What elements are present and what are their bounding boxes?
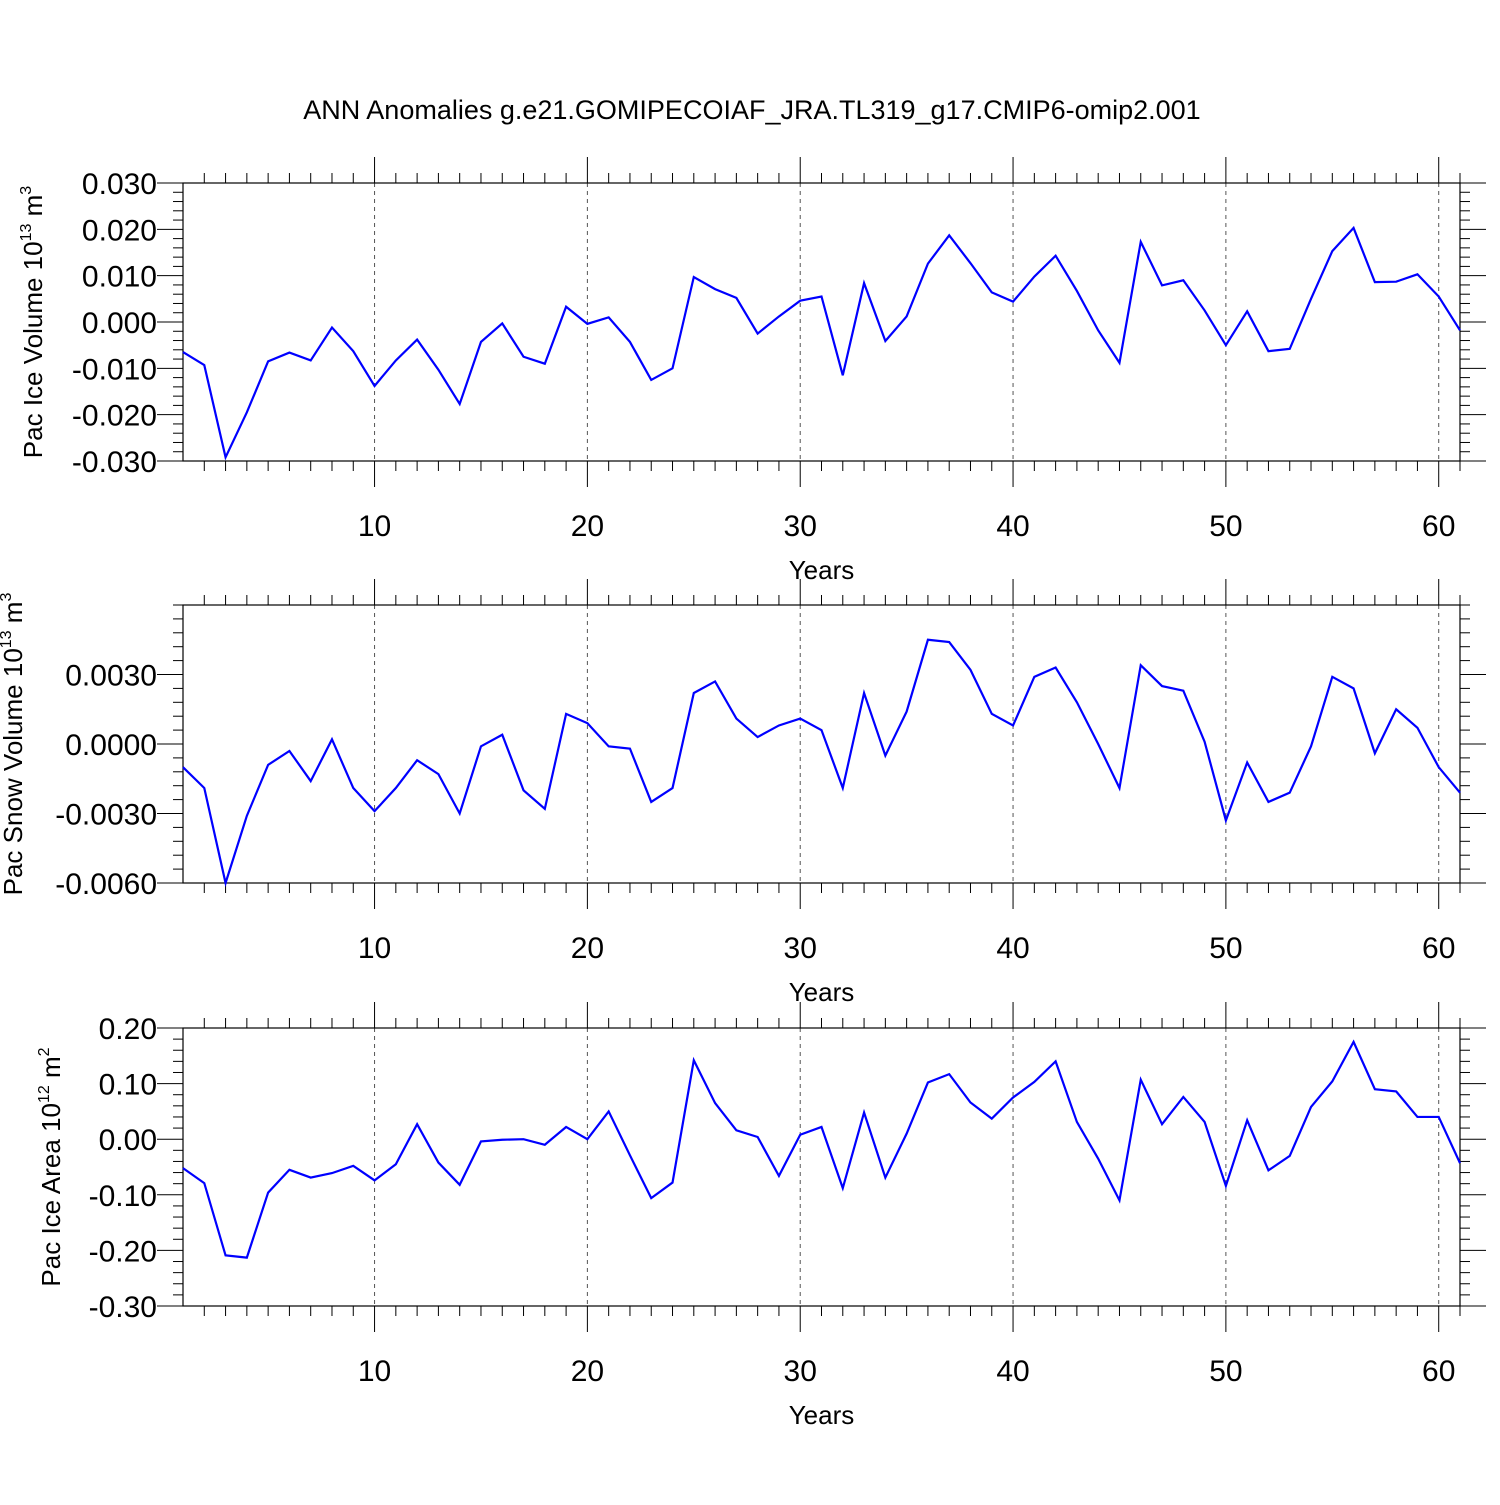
x-tick-label: 30 — [784, 932, 817, 965]
x-tick-label: 10 — [358, 1355, 391, 1388]
y-tick-label: 0.020 — [82, 214, 157, 247]
y-tick-label: -0.10 — [89, 1180, 157, 1213]
y-tick-label: -0.20 — [89, 1235, 157, 1268]
series-line — [182, 1039, 1461, 1259]
x-tick-label: 60 — [1422, 510, 1455, 543]
plot-frame — [182, 1027, 1461, 1307]
y-tick-label: -0.0030 — [55, 799, 157, 832]
x-tick-label: 10 — [358, 510, 391, 543]
plot-frame — [182, 182, 1461, 462]
y-tick-label: 0.10 — [99, 1069, 157, 1102]
y-tick-label: -0.020 — [72, 400, 157, 433]
y-tick-label: 0.000 — [82, 307, 157, 340]
x-tick-label: 20 — [571, 1355, 604, 1388]
x-tick-label: 20 — [571, 932, 604, 965]
x-tick-label: 40 — [996, 510, 1029, 543]
x-tick-label: 50 — [1209, 1355, 1242, 1388]
x-tick-label: 30 — [784, 510, 817, 543]
y-tick-label: 0.00 — [99, 1124, 157, 1157]
x-tick-label: 50 — [1209, 510, 1242, 543]
y-tick-label: -0.010 — [72, 353, 157, 386]
x-tick-label: 50 — [1209, 932, 1242, 965]
y-axis-label: Pac Snow Volume 1013 m3 — [0, 593, 28, 896]
y-tick-label: -0.0060 — [55, 868, 157, 901]
chart-panel-2: -0.0060 -0.0030 0.0000 0.0030 10 20 30 40 50 60 Ye… — [0, 579, 1486, 1007]
y-axis-label: Pac Ice Volume 1013 m3 — [18, 186, 48, 459]
plot-frame — [182, 604, 1461, 884]
x-axis-label: Years — [789, 977, 855, 1007]
y-tick-label: 0.20 — [99, 1013, 157, 1046]
x-tick-label: 40 — [996, 1355, 1029, 1388]
x-tick-label: 30 — [784, 1355, 817, 1388]
x-tick-label: 10 — [358, 932, 391, 965]
y-tick-label: 0.030 — [82, 168, 157, 201]
x-tick-label: 60 — [1422, 932, 1455, 965]
y-tick-label: 0.0000 — [65, 729, 157, 762]
y-tick-label: -0.030 — [72, 446, 157, 479]
y-tick-label: 0.010 — [82, 261, 157, 294]
x-tick-label: 60 — [1422, 1355, 1455, 1388]
series-line — [182, 225, 1461, 461]
x-axis-label: Years — [789, 1400, 855, 1430]
x-axis-label: Years — [789, 555, 855, 585]
y-axis-label: Pac Ice Area 1012 m2 — [36, 1047, 66, 1286]
y-tick-label: -0.30 — [89, 1291, 157, 1324]
chart-panel-1: -0.030 -0.020 -0.010 0.000 0.010 0.020 0.030 10… — [18, 157, 1486, 585]
x-tick-label: 40 — [996, 932, 1029, 965]
series-line — [182, 638, 1461, 888]
x-tick-label: 20 — [571, 510, 604, 543]
chart-panel-3: -0.30 -0.20 -0.10 0.00 0.10 0.20 10 20 30 40 50 60 Y… — [36, 1002, 1486, 1430]
chart-title: ANN Anomalies g.e21.GOMIPECOIAF_JRA.TL31… — [303, 95, 1200, 125]
y-tick-label: 0.0030 — [65, 660, 157, 693]
